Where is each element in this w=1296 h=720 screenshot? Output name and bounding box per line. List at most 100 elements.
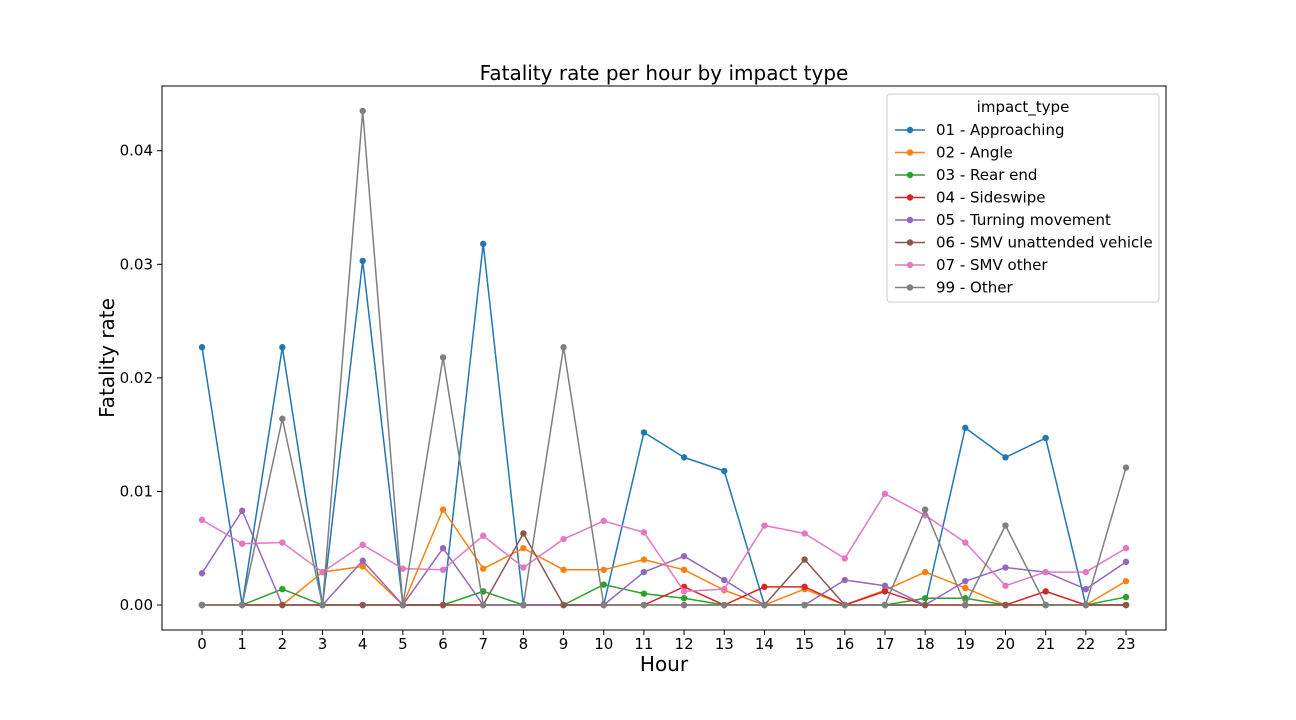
- data-point: [439, 506, 447, 513]
- legend-marker: [906, 126, 914, 134]
- data-point: [359, 541, 366, 549]
- x-tick-label: 2: [278, 635, 288, 653]
- x-axis-title: Hour: [640, 652, 689, 676]
- data-point: [1122, 545, 1130, 552]
- data-point: [1122, 593, 1130, 601]
- x-tick-label: 6: [438, 635, 448, 653]
- y-tick-label: 0.01: [120, 482, 153, 500]
- x-tick-label: 5: [398, 635, 408, 653]
- data-point: [198, 344, 206, 351]
- data-point: [1002, 454, 1009, 461]
- data-point: [319, 568, 326, 576]
- data-point: [560, 344, 567, 351]
- legend-entry: 03 - Rear end: [895, 166, 1037, 184]
- data-point: [279, 585, 286, 593]
- data-point: [680, 552, 688, 560]
- data-point: [560, 566, 567, 574]
- legend-marker: [906, 216, 914, 224]
- data-point: [1122, 464, 1130, 471]
- x-tick-label: 22: [1076, 635, 1095, 653]
- data-point: [399, 601, 407, 609]
- data-point: [319, 601, 326, 609]
- data-point: [680, 454, 688, 461]
- legend-marker: [906, 261, 914, 269]
- legend-entry: 02 - Angle: [895, 144, 1013, 162]
- x-tick-label: 10: [594, 635, 613, 653]
- data-point: [921, 595, 929, 602]
- data-point: [1042, 434, 1049, 442]
- data-point: [359, 107, 366, 115]
- data-point: [761, 601, 768, 609]
- legend-entry: 06 - SMV unattended vehicle: [895, 234, 1153, 252]
- data-point: [761, 522, 768, 529]
- data-point: [881, 588, 889, 595]
- x-tick-label: 0: [197, 635, 207, 653]
- data-point: [680, 595, 688, 602]
- data-point: [1002, 601, 1009, 609]
- data-point: [399, 565, 407, 572]
- data-point: [198, 601, 206, 609]
- series-line: [201, 492, 1127, 593]
- data-point: [962, 577, 969, 585]
- x-tick-label: 11: [634, 635, 653, 653]
- data-point: [520, 545, 527, 552]
- series-8: [198, 107, 1130, 609]
- data-point: [1042, 588, 1049, 595]
- legend-label: 99 - Other: [936, 279, 1013, 297]
- data-point: [279, 539, 286, 546]
- data-point: [480, 240, 487, 248]
- data-point: [560, 601, 567, 609]
- data-point: [640, 590, 648, 597]
- x-tick-label: 8: [519, 635, 529, 653]
- x-tick-label: 18: [916, 635, 935, 653]
- data-point: [801, 601, 808, 609]
- data-point: [520, 601, 527, 609]
- legend-entry: 05 - Turning movement: [895, 211, 1111, 229]
- data-point: [962, 424, 969, 432]
- data-point: [680, 588, 688, 595]
- data-point: [359, 601, 366, 609]
- x-tick-label: 4: [358, 635, 368, 653]
- data-point: [680, 566, 688, 574]
- x-tick-label: 15: [795, 635, 814, 653]
- data-point: [600, 566, 607, 574]
- y-tick-label: 0.03: [120, 255, 153, 273]
- series-line: [202, 508, 1127, 606]
- legend-entry: 04 - Sideswipe: [895, 189, 1045, 207]
- data-point: [801, 556, 808, 563]
- x-tick-label: 19: [956, 635, 975, 653]
- legend-label: 07 - SMV other: [936, 256, 1048, 274]
- data-point: [520, 530, 527, 537]
- data-point: [962, 539, 969, 546]
- legend-label: 02 - Angle: [936, 144, 1013, 162]
- legend-marker: [906, 194, 914, 201]
- data-point: [439, 566, 447, 574]
- data-point: [600, 601, 607, 609]
- data-point: [359, 257, 366, 265]
- legend-label: 05 - Turning movement: [936, 211, 1111, 229]
- data-point: [640, 429, 648, 436]
- data-point: [1122, 577, 1130, 585]
- data-point: [439, 545, 447, 552]
- data-point: [921, 506, 929, 513]
- x-tick-label: 17: [875, 635, 894, 653]
- data-point: [841, 555, 848, 562]
- data-point: [881, 582, 889, 589]
- legend-entry: 99 - Other: [895, 279, 1013, 297]
- data-point: [480, 532, 487, 539]
- data-point: [560, 535, 567, 543]
- data-point: [1042, 568, 1049, 576]
- x-tick-label: 13: [715, 635, 734, 653]
- data-point: [198, 570, 206, 577]
- legend-title: impact_type: [977, 98, 1070, 117]
- series-line: [202, 583, 1127, 606]
- data-point: [640, 556, 648, 563]
- x-tick-label: 16: [835, 635, 854, 653]
- legend-label: 04 - Sideswipe: [936, 189, 1045, 207]
- data-point: [1122, 558, 1130, 566]
- data-point: [279, 601, 286, 609]
- data-point: [761, 583, 768, 591]
- series-line: [201, 510, 1127, 606]
- data-point: [439, 601, 447, 609]
